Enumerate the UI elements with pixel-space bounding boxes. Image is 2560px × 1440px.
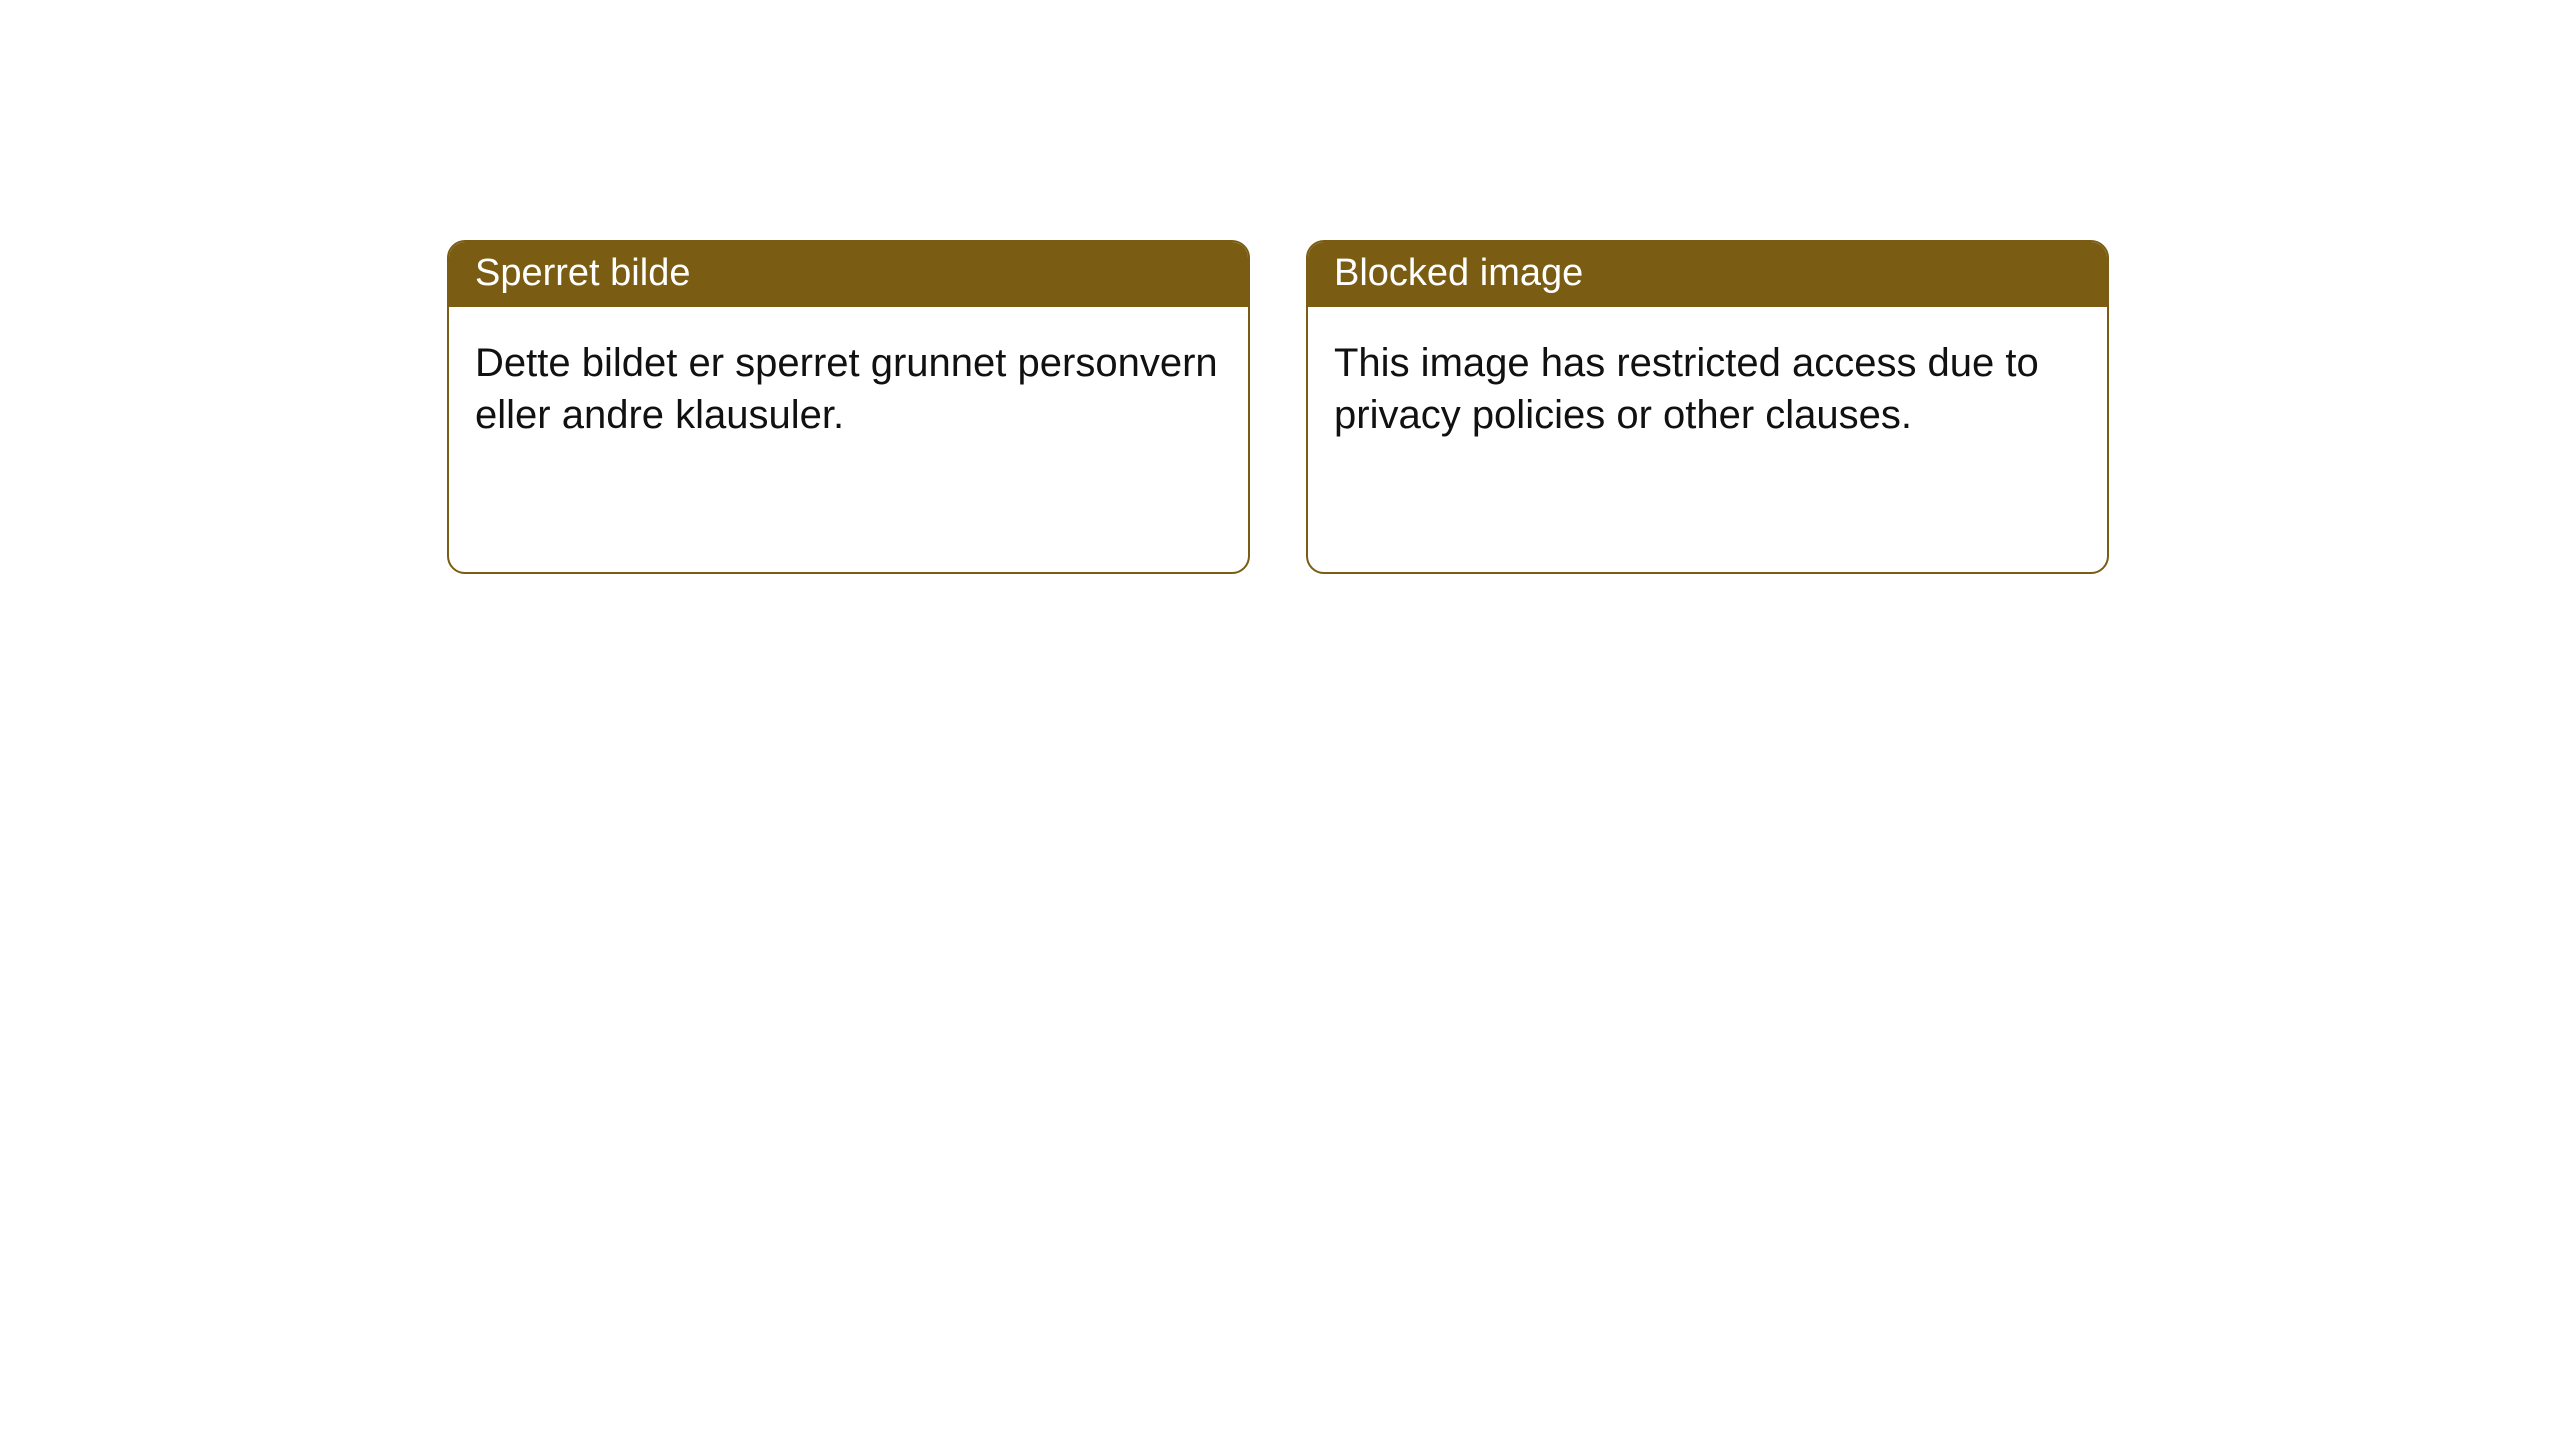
notice-text: This image has restricted access due to … (1334, 341, 2039, 437)
notice-container: Sperret bilde Dette bildet er sperret gr… (0, 0, 2560, 574)
notice-card-norwegian: Sperret bilde Dette bildet er sperret gr… (447, 240, 1250, 574)
notice-title: Sperret bilde (475, 252, 690, 294)
notice-body: This image has restricted access due to … (1308, 307, 2107, 471)
notice-text: Dette bildet er sperret grunnet personve… (475, 341, 1218, 437)
notice-card-english: Blocked image This image has restricted … (1306, 240, 2109, 574)
notice-header: Blocked image (1308, 242, 2107, 307)
notice-body: Dette bildet er sperret grunnet personve… (449, 307, 1248, 471)
notice-header: Sperret bilde (449, 242, 1248, 307)
notice-title: Blocked image (1334, 252, 1583, 294)
